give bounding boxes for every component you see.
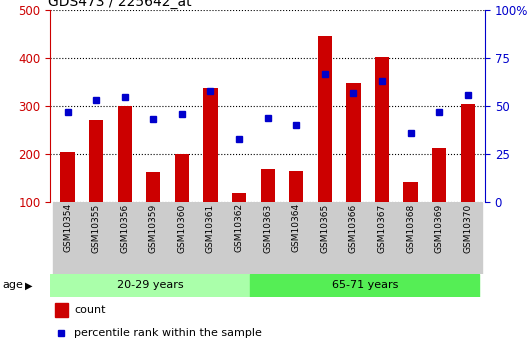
Text: GSM10365: GSM10365 (320, 203, 329, 253)
Bar (251, 274, 479, 297)
Bar (89, 120, 103, 202)
Text: 65-71 years: 65-71 years (332, 280, 398, 290)
Bar (396, 202, 425, 274)
Bar (82, 202, 110, 274)
Bar (146, 172, 161, 202)
Bar (139, 202, 167, 274)
Bar (311, 202, 339, 274)
Bar (461, 104, 475, 202)
Text: GSM10361: GSM10361 (206, 203, 215, 253)
Text: GSM10354: GSM10354 (63, 203, 72, 253)
Text: GSM10362: GSM10362 (235, 203, 244, 253)
Text: percentile rank within the sample: percentile rank within the sample (74, 328, 262, 338)
Bar (403, 182, 418, 202)
Text: GSM10355: GSM10355 (92, 203, 101, 253)
Bar (368, 202, 396, 274)
Text: GSM10364: GSM10364 (292, 203, 301, 253)
Bar (346, 83, 360, 202)
Text: 20-29 years: 20-29 years (117, 280, 184, 290)
Bar (53, 202, 82, 274)
Bar (282, 202, 311, 274)
Bar (175, 154, 189, 202)
Bar (204, 88, 218, 202)
Bar (425, 202, 454, 274)
Bar (261, 169, 275, 202)
Text: GSM10369: GSM10369 (435, 203, 444, 253)
Bar (110, 202, 139, 274)
Text: GSM10356: GSM10356 (120, 203, 129, 253)
Text: GSM10359: GSM10359 (149, 203, 158, 253)
Bar (339, 202, 368, 274)
Bar (375, 57, 389, 202)
Text: GSM10367: GSM10367 (377, 203, 386, 253)
Text: count: count (74, 305, 106, 315)
Bar (60, 151, 75, 202)
Text: GDS473 / 225642_at: GDS473 / 225642_at (48, 0, 192, 9)
Text: GSM10370: GSM10370 (463, 203, 472, 253)
Bar (225, 202, 253, 274)
Text: GSM10363: GSM10363 (263, 203, 272, 253)
Bar (232, 193, 246, 202)
Bar (118, 106, 132, 202)
Bar (167, 202, 196, 274)
Text: GSM10360: GSM10360 (178, 203, 187, 253)
Bar (317, 36, 332, 202)
Bar (253, 202, 282, 274)
Text: GSM10368: GSM10368 (406, 203, 415, 253)
Bar (432, 148, 446, 202)
Bar (289, 171, 303, 202)
Bar (55, 304, 68, 317)
Bar (50, 274, 251, 297)
Text: ▶: ▶ (25, 280, 33, 290)
Text: GSM10366: GSM10366 (349, 203, 358, 253)
Bar (454, 202, 482, 274)
Bar (196, 202, 225, 274)
Text: age: age (3, 280, 23, 290)
